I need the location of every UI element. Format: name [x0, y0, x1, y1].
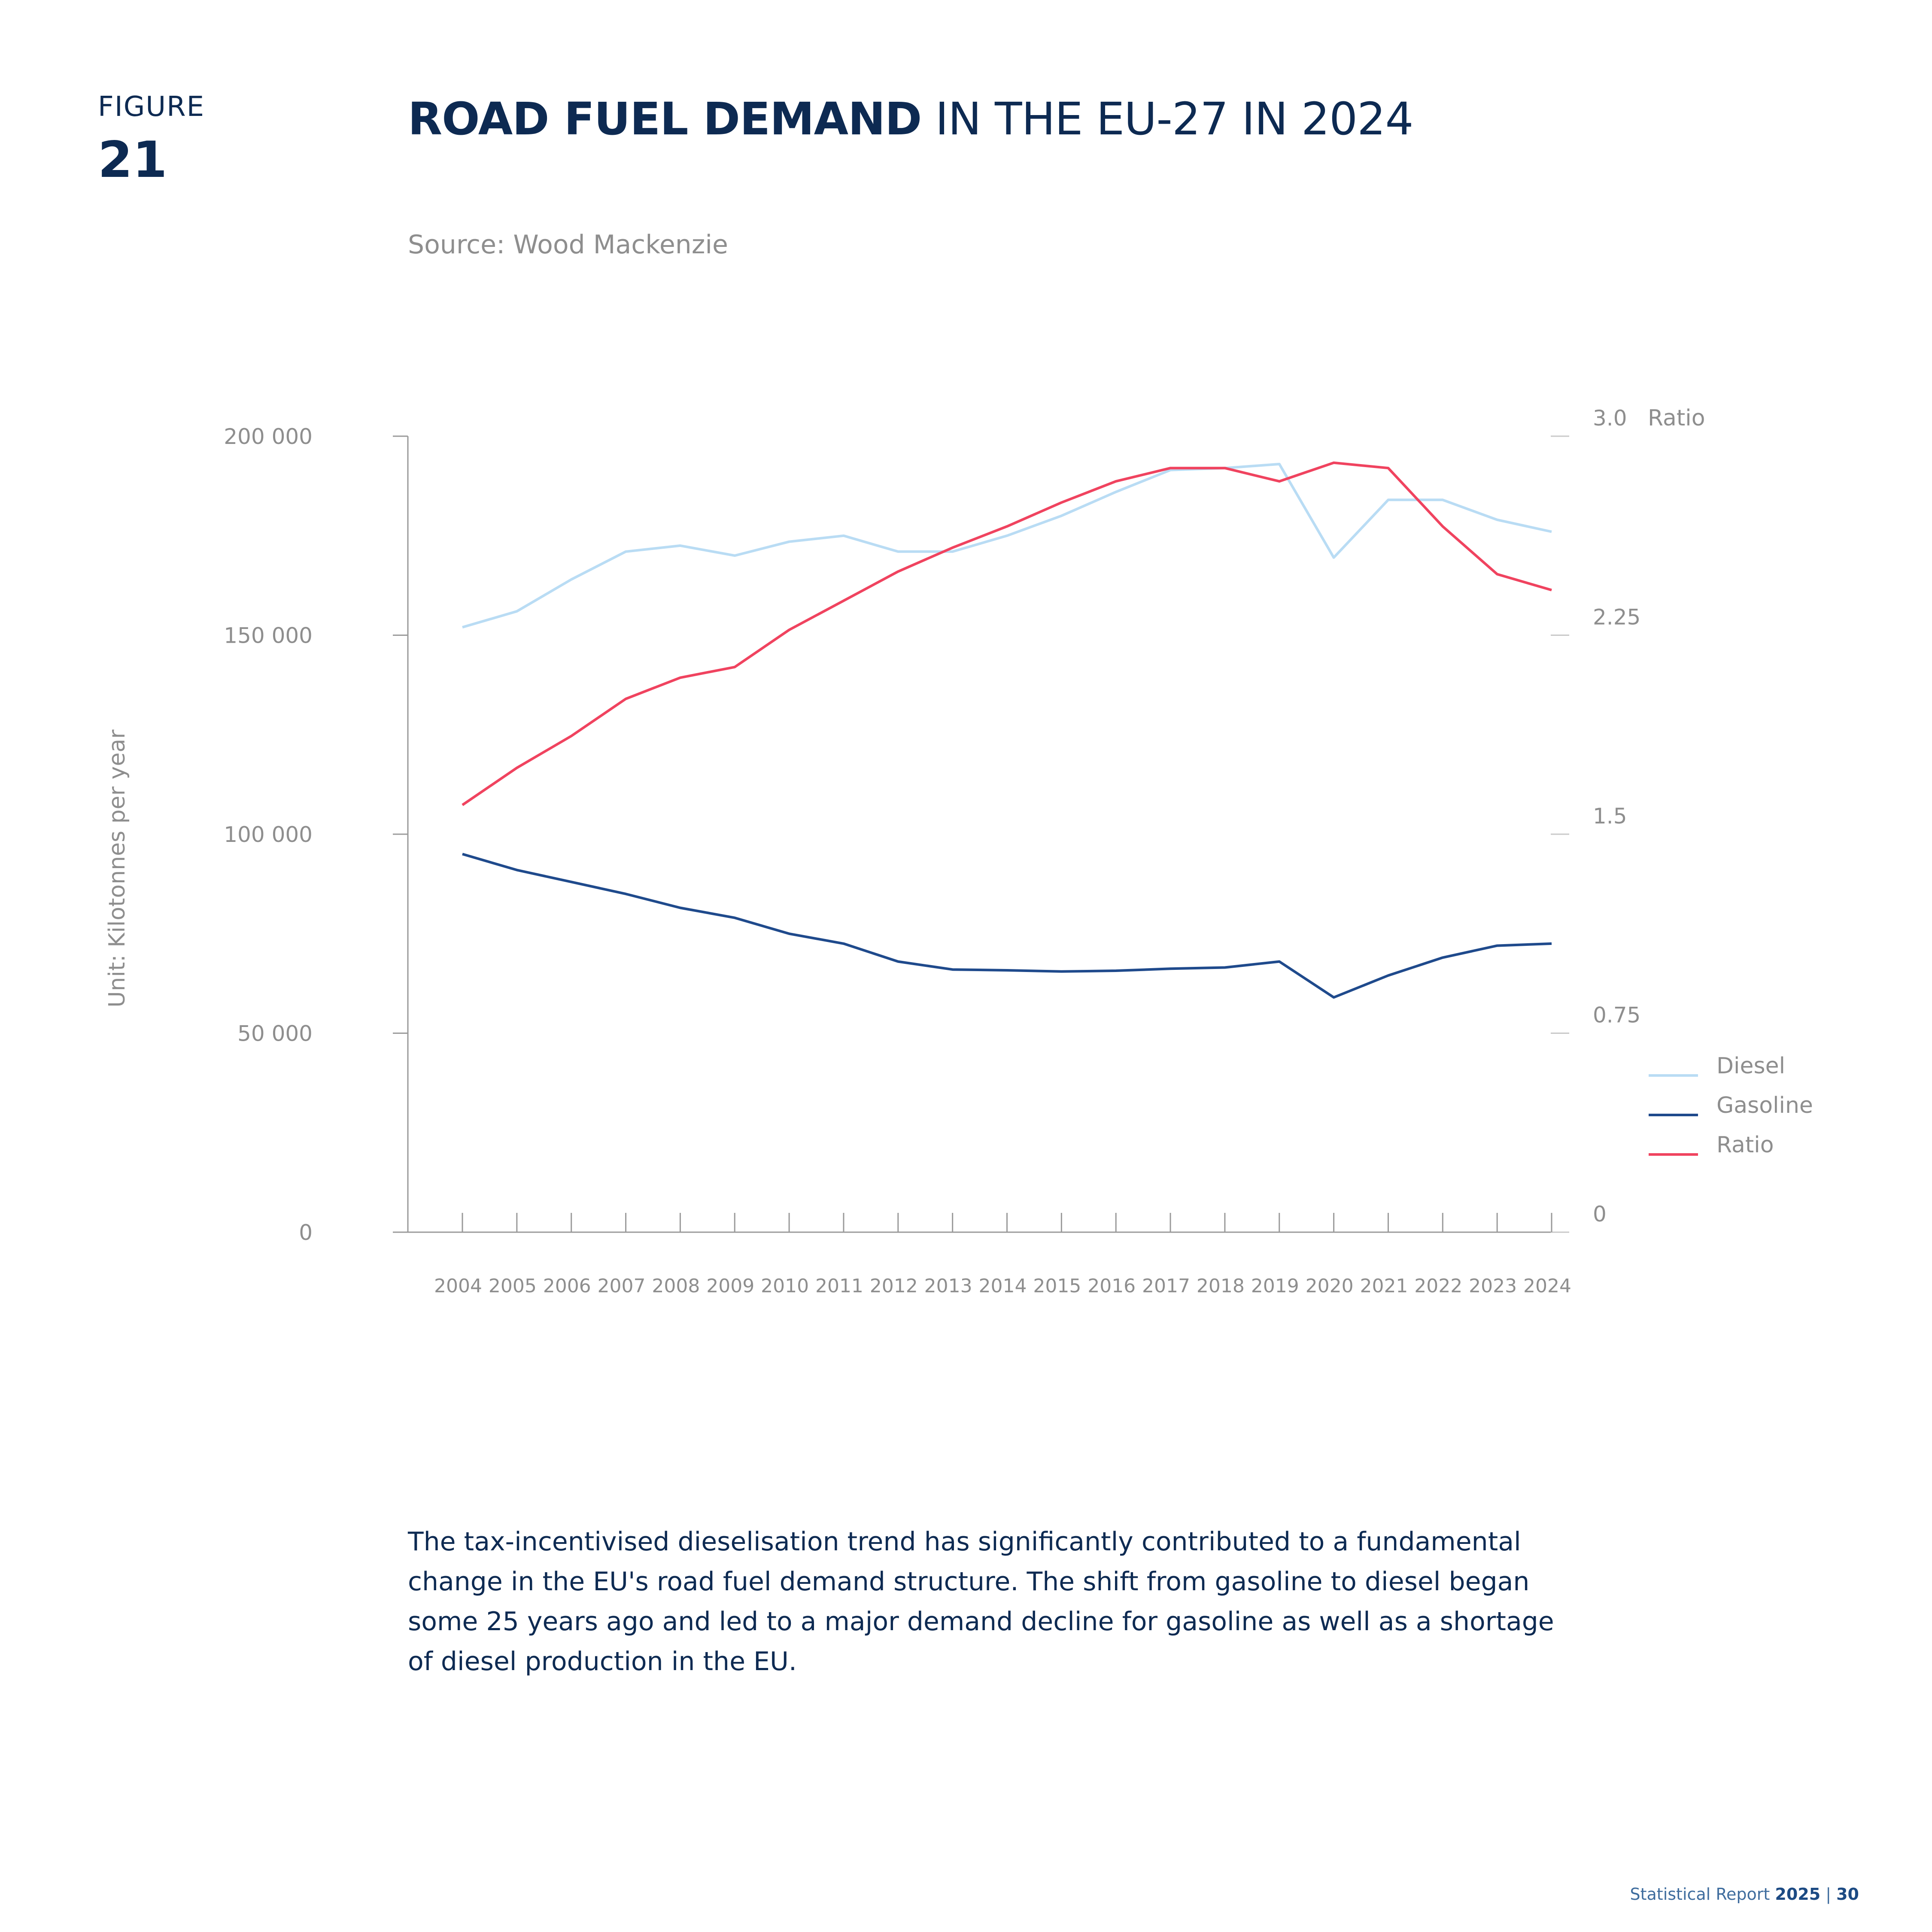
- x-tick-label: 2011: [815, 1275, 863, 1297]
- y-left-axis-label: Unit: Kilotonnes per year: [104, 729, 130, 1008]
- footer-year: 2025: [1775, 1885, 1821, 1904]
- x-tick-label: 2015: [1033, 1275, 1081, 1297]
- series-line-diesel: [462, 462, 1552, 629]
- y-left-tick-label: 50 000: [237, 1021, 313, 1046]
- body-paragraph: The tax-incentivised dieselisation trend…: [408, 1527, 1554, 1677]
- y-right-tick-label: 2.25: [1593, 605, 1640, 630]
- x-tick-label: 2023: [1469, 1275, 1517, 1297]
- x-tick-label: 2013: [924, 1275, 972, 1297]
- title-regular: IN THE EU-27 IN 2024: [921, 93, 1414, 145]
- legend-label-ratio: Ratio: [1716, 1132, 1774, 1158]
- x-tick-label: 2004: [434, 1275, 482, 1297]
- x-tick-label: 2009: [706, 1275, 754, 1297]
- series-line-ratio: [462, 461, 1552, 806]
- x-tick-label: 2024: [1523, 1275, 1571, 1297]
- page-footer: Statistical Report 2025 | 30: [1630, 1885, 1859, 1904]
- x-tick-label: 2010: [761, 1275, 809, 1297]
- x-tick-label: 2005: [489, 1275, 537, 1297]
- y-left-tick-label: 200 000: [224, 424, 313, 449]
- x-tick-label: 2007: [598, 1275, 646, 1297]
- x-tick-label: 2008: [652, 1275, 700, 1297]
- y-right-tick-label: 0: [1593, 1202, 1607, 1227]
- figure-label: FIGURE: [98, 91, 205, 123]
- x-tick-label: 2016: [1088, 1275, 1136, 1297]
- title-bold: ROAD FUEL DEMAND: [408, 93, 922, 145]
- x-tick-label: 2018: [1197, 1275, 1245, 1297]
- legend-label-diesel: Diesel: [1716, 1053, 1785, 1079]
- x-tick-label: 2019: [1251, 1275, 1299, 1297]
- x-tick-label: 2017: [1142, 1275, 1190, 1297]
- y-right-tick-label: 3.0: [1593, 406, 1627, 431]
- series-line-gasoline: [462, 853, 1552, 999]
- chart-title: ROAD FUEL DEMAND IN THE EU-27 IN 2024: [408, 93, 1414, 145]
- y-right-tick-label: 0.75: [1593, 1003, 1640, 1028]
- source-note: Source: Wood Mackenzie: [408, 230, 728, 260]
- footer-separator: |: [1820, 1885, 1837, 1904]
- y-left-tick-label: 150 000: [224, 623, 313, 648]
- x-tick-label: 2012: [870, 1275, 918, 1297]
- x-tick-label: 2020: [1306, 1275, 1354, 1297]
- legend-label-gasoline: Gasoline: [1716, 1093, 1813, 1118]
- x-tick-label: 2021: [1360, 1275, 1408, 1297]
- figure-number: 21: [98, 131, 167, 189]
- footer-report-name: Statistical Report: [1630, 1885, 1775, 1904]
- x-tick-label: 2014: [979, 1275, 1027, 1297]
- footer-page-number: 30: [1836, 1885, 1859, 1904]
- line-chart: 0 50 000 100 000 150 000 200 000 0 0.75 1.5 2.25…: [104, 405, 1813, 1297]
- y-left-tick-label: 0: [299, 1220, 313, 1245]
- x-tick-label: 2006: [543, 1275, 591, 1297]
- y-left-tick-label: 100 000: [224, 822, 313, 847]
- y-right-axis-label: Ratio: [1648, 405, 1705, 431]
- x-tick-label: 2022: [1414, 1275, 1462, 1297]
- y-right-tick-label: 1.5: [1593, 804, 1627, 829]
